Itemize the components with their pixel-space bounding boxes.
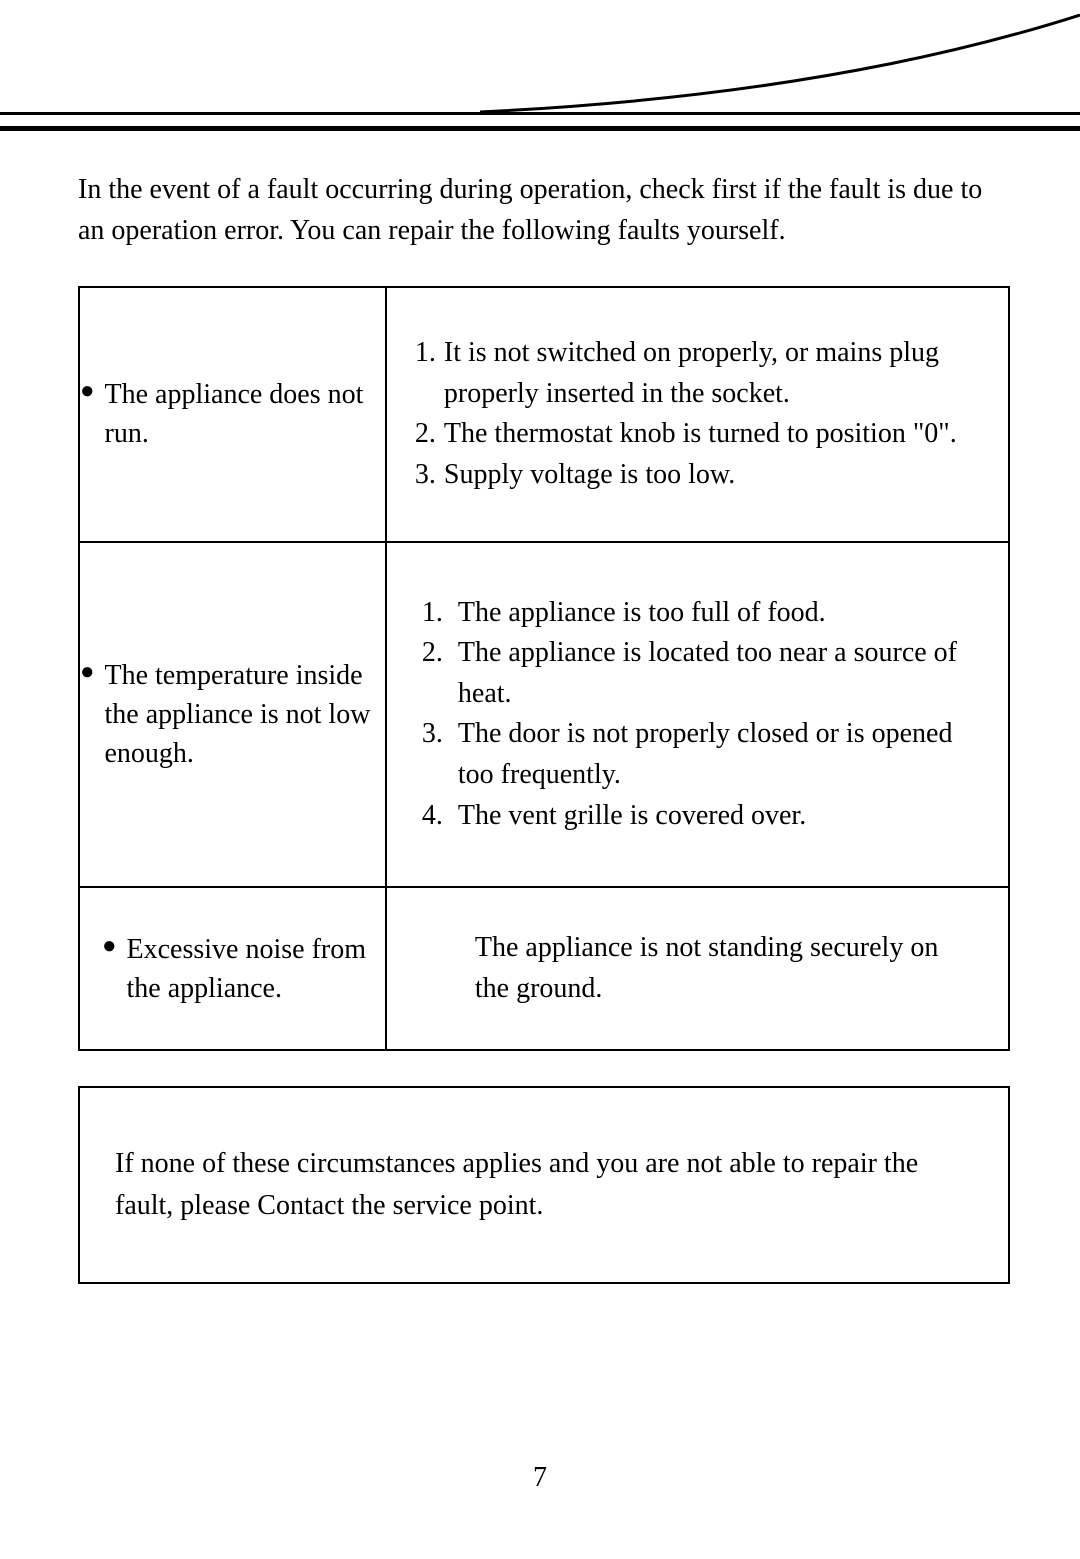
cause-text: The thermostat knob is turned to positio… bbox=[444, 414, 978, 455]
cause-cell: The appliance is not standing securely o… bbox=[386, 887, 1009, 1050]
bullet-icon: ● bbox=[80, 375, 95, 409]
cause-number: 1. bbox=[415, 333, 444, 414]
header-curve bbox=[480, 0, 1080, 115]
page-number: 7 bbox=[0, 1462, 1080, 1494]
cause-text: The appliance is too full of food. bbox=[458, 593, 978, 634]
cause-text: The door is not properly closed or is op… bbox=[458, 714, 978, 795]
troubleshooting-table: ● The appliance does not run. 1. It is n… bbox=[78, 286, 1010, 1051]
service-note-text: If none of these circumstances applies a… bbox=[115, 1143, 973, 1227]
cause-number: 2. bbox=[422, 633, 458, 714]
cause-number: 4. bbox=[422, 796, 458, 837]
header-rule-thick bbox=[0, 126, 1080, 131]
cause-cell: 1. The appliance is too full of food. 2.… bbox=[386, 542, 1009, 888]
fault-label: Excessive noise from the appliance. bbox=[127, 930, 367, 1008]
cause-number: 3. bbox=[415, 455, 444, 496]
cause-cell: 1. It is not switched on properly, or ma… bbox=[386, 287, 1009, 541]
cause-item: 4. The vent grille is covered over. bbox=[422, 796, 978, 837]
fault-cell: ● The appliance does not run. bbox=[79, 287, 386, 541]
fault-cell: ● The temperature inside the appliance i… bbox=[79, 542, 386, 888]
table-row: ● The temperature inside the appliance i… bbox=[79, 542, 1009, 888]
cause-item: 3. Supply voltage is too low. bbox=[415, 455, 978, 496]
intro-paragraph: In the event of a fault occurring during… bbox=[78, 170, 1010, 251]
bullet-icon: ● bbox=[80, 656, 95, 690]
cause-item: 3. The door is not properly closed or is… bbox=[422, 714, 978, 795]
cause-text: It is not switched on properly, or mains… bbox=[444, 333, 978, 414]
table-row: ● Excessive noise from the appliance. Th… bbox=[79, 887, 1009, 1050]
fault-label: The temperature inside the appliance is … bbox=[105, 656, 385, 774]
fault-cell: ● Excessive noise from the appliance. bbox=[79, 887, 386, 1050]
cause-item: 1. The appliance is too full of food. bbox=[422, 593, 978, 634]
cause-item: 2. The appliance is located too near a s… bbox=[422, 633, 978, 714]
bullet-icon: ● bbox=[102, 930, 117, 964]
cause-text: The appliance is located too near a sour… bbox=[458, 633, 978, 714]
cause-number: 1. bbox=[422, 593, 458, 634]
cause-text: Supply voltage is too low. bbox=[444, 455, 978, 496]
fault-label: The appliance does not run. bbox=[105, 375, 385, 453]
cause-item: 1. It is not switched on properly, or ma… bbox=[415, 333, 978, 414]
header-rule-thin bbox=[0, 112, 1080, 115]
table-row: ● The appliance does not run. 1. It is n… bbox=[79, 287, 1009, 541]
cause-number: 3. bbox=[422, 714, 458, 795]
service-note-box: If none of these circumstances applies a… bbox=[78, 1086, 1010, 1284]
cause-number: 2. bbox=[415, 414, 444, 455]
cause-text: The vent grille is covered over. bbox=[458, 796, 978, 837]
page-content: In the event of a fault occurring during… bbox=[0, 140, 1080, 1284]
cause-item: 2. The thermostat knob is turned to posi… bbox=[415, 414, 978, 455]
header-region bbox=[0, 0, 1080, 140]
cause-text: The appliance is not standing securely o… bbox=[437, 928, 978, 1009]
